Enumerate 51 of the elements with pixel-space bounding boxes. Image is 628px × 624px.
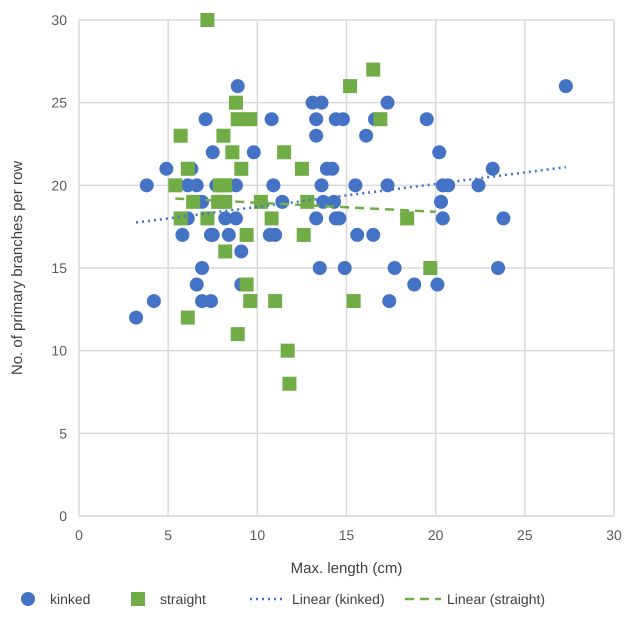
- x-tick-label: 25: [517, 527, 533, 543]
- point: [225, 145, 240, 160]
- point: [343, 79, 358, 94]
- point: [400, 211, 414, 226]
- point: [366, 62, 380, 77]
- x-tick-label: 10: [250, 527, 266, 543]
- y-axis-title: No. of primary branches per row: [9, 160, 26, 376]
- point: [373, 112, 388, 126]
- point: [180, 310, 195, 325]
- x-tick-label: 0: [75, 527, 84, 543]
- x-tick-label: 20: [428, 527, 444, 543]
- point: [280, 344, 295, 358]
- legend-label: kinked: [50, 591, 90, 607]
- y-tick-label: 10: [51, 342, 68, 359]
- point: [243, 294, 258, 308]
- point: [200, 211, 214, 226]
- point: [234, 162, 248, 176]
- point: [346, 294, 361, 308]
- point: [174, 211, 188, 226]
- point: [230, 327, 245, 342]
- x-tick-label: 15: [338, 527, 354, 543]
- point: [180, 162, 195, 176]
- y-tick-label: 20: [51, 177, 68, 194]
- point: [423, 261, 438, 275]
- point: [240, 228, 254, 242]
- y-tick-label: 0: [59, 508, 68, 524]
- legend-label: Linear (kinked): [292, 591, 385, 607]
- point: [240, 278, 254, 292]
- point: [268, 294, 282, 308]
- y-tick-label: 15: [51, 260, 68, 276]
- legend-label: Linear (straight): [447, 591, 546, 607]
- point: [218, 178, 232, 192]
- x-axis-title: Max. length (cm): [290, 560, 402, 577]
- y-tick-label: 30: [51, 12, 68, 28]
- point: [277, 145, 292, 160]
- point: [174, 128, 188, 143]
- point: [218, 244, 232, 258]
- legend-label: straight: [160, 591, 206, 607]
- point: [216, 128, 230, 143]
- point: [228, 96, 243, 110]
- x-tick-label: 5: [164, 527, 172, 543]
- point: [294, 162, 309, 176]
- point: [243, 112, 258, 126]
- point: [282, 376, 296, 391]
- y-tick-label: 25: [51, 94, 68, 111]
- point: [264, 211, 279, 226]
- y-tick-label: 5: [59, 425, 68, 442]
- point: [296, 228, 311, 242]
- point: [200, 13, 214, 27]
- point: [168, 178, 182, 192]
- x-tick-label: 30: [606, 527, 622, 543]
